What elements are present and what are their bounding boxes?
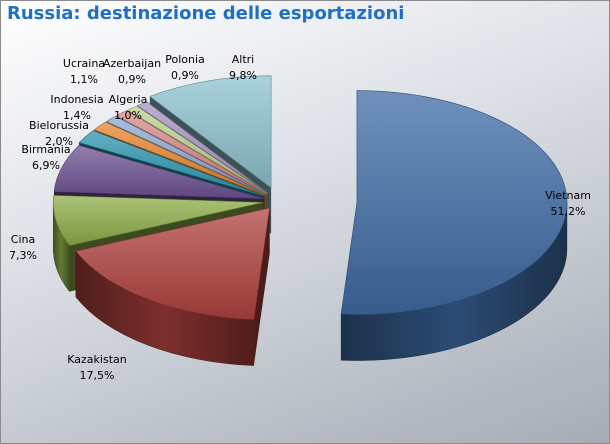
slice-value-polonia: 0,9% (171, 69, 199, 82)
slice-label-cina: Cina (11, 233, 35, 246)
slice-value-altri: 9,8% (229, 69, 257, 82)
slice-value-bielorussia: 2,0% (45, 135, 73, 148)
slice-label-birmania: Birmania (21, 143, 70, 156)
slice-value-cina: 7,3% (9, 249, 37, 262)
slice-value-kazakistan: 17,5% (80, 369, 115, 382)
slice-label-altri: Altri (232, 53, 254, 66)
slice-value-algeria: 1,0% (114, 109, 142, 122)
slice-value-indonesia: 1,4% (63, 109, 91, 122)
slice-value-ucraina: 1,1% (70, 73, 98, 86)
pie-slice-kazakistan (75, 207, 270, 366)
chart-title: Russia: destinazione delle esportazioni (7, 3, 405, 24)
slice-label-indonesia: Indonesia (50, 93, 103, 106)
slice-label-algeria: Algeria (109, 93, 148, 106)
pie-slice-vietnam (340, 90, 568, 361)
slice-value-azerbaijan: 0,9% (118, 73, 146, 86)
slice-label-azerbaijan: Azerbaijan (103, 57, 161, 70)
slice-value-vietnam: 51,2% (551, 205, 586, 218)
slice-value-birmania: 6,9% (32, 159, 60, 172)
slice-label-kazakistan: Kazakistan (67, 353, 126, 366)
slice-label-polonia: Polonia (165, 53, 205, 66)
slice-label-vietnam: Vietnam (545, 189, 591, 202)
slice-label-bielorussia: Bielorussia (29, 119, 89, 132)
slice-label-ucraina: Ucraina (63, 57, 105, 70)
